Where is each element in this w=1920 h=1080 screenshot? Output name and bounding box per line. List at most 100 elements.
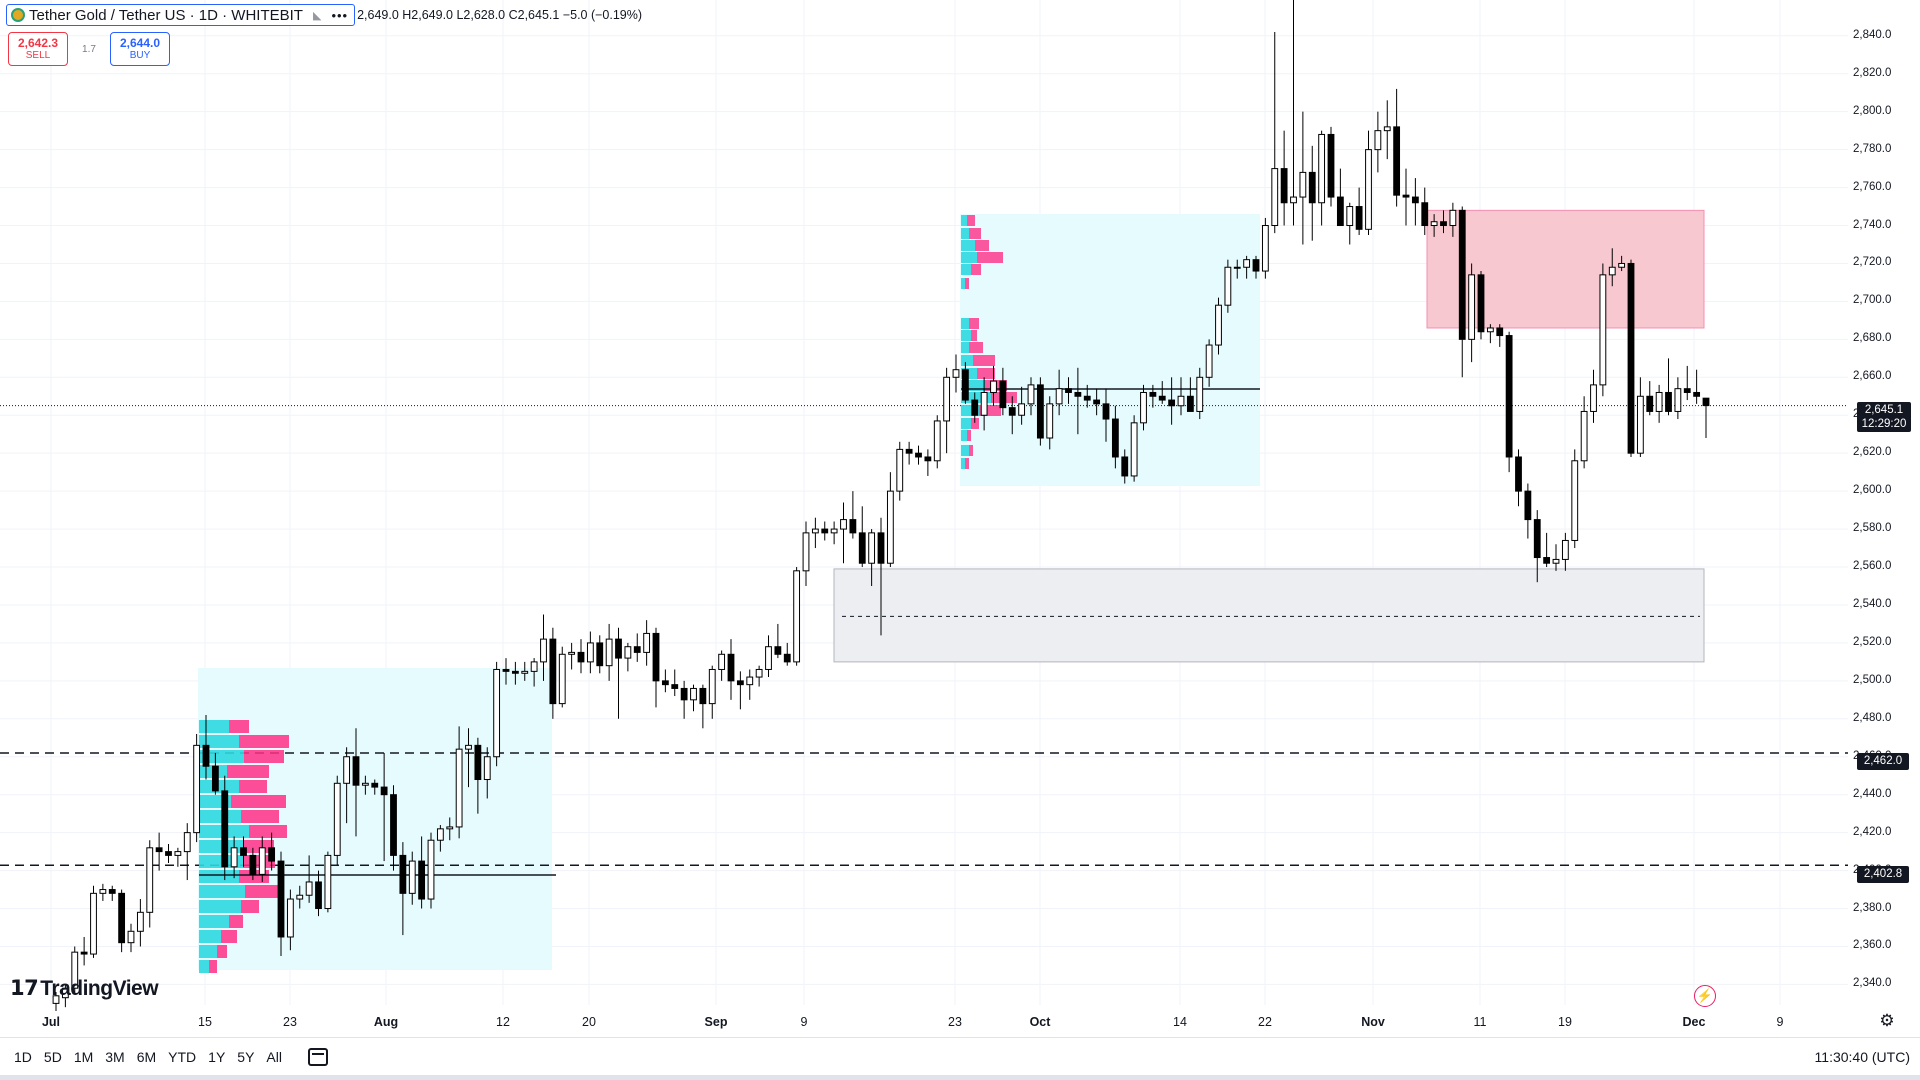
candle-bull <box>1290 196 1297 204</box>
candle-bull <box>802 532 810 572</box>
time-axis-label: Sep <box>704 1015 728 1029</box>
settings-gear-icon[interactable]: ⚙ <box>1879 1011 1895 1030</box>
candle-bear <box>1421 202 1429 227</box>
vp-bar-up <box>961 264 971 275</box>
price-axis-label: 2,740.0 <box>1853 218 1892 231</box>
vp-bar-up <box>199 735 239 748</box>
candle-bear <box>371 782 379 788</box>
candle-bull <box>1383 126 1391 132</box>
range-3m[interactable]: 3M <box>105 1048 125 1065</box>
range-all[interactable]: All <box>266 1048 282 1065</box>
candle-bear <box>1693 391 1701 397</box>
range-1y[interactable]: 1Y <box>208 1048 226 1065</box>
candle-bull <box>1599 274 1607 386</box>
candle-bull <box>1430 221 1438 227</box>
candle-bear <box>905 448 913 454</box>
candle-bull <box>1346 206 1354 227</box>
vp-bar-up <box>961 405 979 416</box>
watermark-text: TradingView <box>40 977 159 1000</box>
more-icon[interactable]: ••• <box>331 7 349 23</box>
candle-bear <box>352 756 360 786</box>
candle-bear <box>915 452 922 458</box>
flag-icon[interactable]: ◣ <box>312 9 322 22</box>
candle-bull <box>868 532 876 564</box>
symbol-selector[interactable]: Tether Gold / Tether US · 1D · WHITEBIT … <box>6 4 356 26</box>
tradingview-logo-icon: 𝟭𝟳 <box>10 977 39 1000</box>
vp-bar-down <box>209 960 217 973</box>
candle-bull <box>558 653 566 705</box>
utc-clock[interactable]: 11:30:40 (UTC) <box>1814 1048 1910 1065</box>
candle-bull <box>1365 149 1372 230</box>
candle-bear <box>221 790 229 868</box>
range-5y[interactable]: 5Y <box>237 1048 255 1065</box>
candle-bear <box>1496 327 1504 337</box>
price-axis-label: 2,580.0 <box>1853 522 1892 535</box>
vp-bar-down <box>979 405 1001 416</box>
calendar-icon[interactable] <box>307 1047 328 1066</box>
time-axis-label: 23 <box>283 1015 297 1029</box>
candle-bull <box>1196 376 1204 412</box>
candle-bear <box>1665 391 1672 412</box>
vp-bar-down <box>971 264 981 275</box>
range-1m[interactable]: 1M <box>73 1048 94 1065</box>
candle-bear <box>511 670 519 674</box>
candle-bull <box>1486 327 1494 333</box>
candle-bear <box>1065 388 1072 393</box>
vp-bar-up <box>199 930 221 943</box>
buy-label: BUY <box>129 50 151 61</box>
candle-bear <box>1121 456 1129 477</box>
sell-button[interactable]: 2,642.3 SELL <box>8 32 68 66</box>
vp-bar-down <box>244 840 274 853</box>
coin-icon <box>11 8 25 22</box>
price-axis-label: 2,560.0 <box>1853 560 1892 573</box>
candle-bull <box>1130 422 1138 477</box>
vp-bar-down <box>245 885 283 898</box>
candle-bear <box>268 847 276 862</box>
candle-bull <box>1571 460 1579 541</box>
range-ytd[interactable]: YTD <box>168 1048 197 1065</box>
bottom-toolbar: 1D 5D 1M 3M 6M YTD 1Y 5Y All 11:30:40 (U… <box>0 1037 1920 1075</box>
vp-bar-up <box>199 810 241 823</box>
time-axis-label: 15 <box>198 1015 212 1029</box>
candle-bear <box>240 847 247 856</box>
candle-bull <box>1018 403 1026 416</box>
range-6m[interactable]: 6M <box>136 1048 157 1065</box>
time-axis-label: Aug <box>373 1015 399 1029</box>
candle-bear <box>249 854 257 875</box>
candle-bear <box>924 456 932 462</box>
vp-bar-down <box>967 215 975 226</box>
price-axis-label: 2,440.0 <box>1853 787 1892 800</box>
candle-bull <box>1299 171 1307 198</box>
range-1d[interactable]: 1D <box>14 1048 32 1065</box>
candle-bear <box>1102 403 1110 420</box>
price-axis-label: 2,760.0 <box>1853 180 1892 193</box>
vp-bar-down <box>965 458 969 469</box>
candle-bear <box>1008 407 1016 416</box>
time-axis-label: Jul <box>41 1015 61 1029</box>
tradingview-watermark[interactable]: 𝟭𝟳TradingView <box>10 976 159 1001</box>
buy-button[interactable]: 2,644.0 BUY <box>110 32 170 66</box>
candle-bear <box>680 687 688 701</box>
candle-bull <box>624 646 632 659</box>
candle-bear <box>877 532 885 564</box>
candle-bear <box>1505 335 1513 458</box>
candle-bear <box>1149 391 1157 397</box>
candle-bull <box>568 651 576 655</box>
candle-bear <box>502 668 510 672</box>
vp-bar-down <box>975 240 989 251</box>
candle-bear <box>615 638 622 659</box>
candle-bull <box>493 668 501 758</box>
vp-bar-down <box>229 720 249 733</box>
range-5d[interactable]: 5D <box>43 1048 62 1065</box>
horizontal-scrollbar[interactable] <box>0 1075 1920 1080</box>
candle-bear <box>108 889 116 894</box>
candle-bear <box>277 860 285 938</box>
candle-bear <box>1683 388 1691 393</box>
vp-bar-up <box>199 900 241 913</box>
spread-value: 1.7 <box>82 43 96 55</box>
candle-bull <box>886 490 894 564</box>
price-axis-label: 2,800.0 <box>1853 104 1892 117</box>
bolt-icon[interactable]: ⚡ <box>1694 985 1716 1007</box>
price-axis-label: 2,380.0 <box>1853 901 1892 914</box>
